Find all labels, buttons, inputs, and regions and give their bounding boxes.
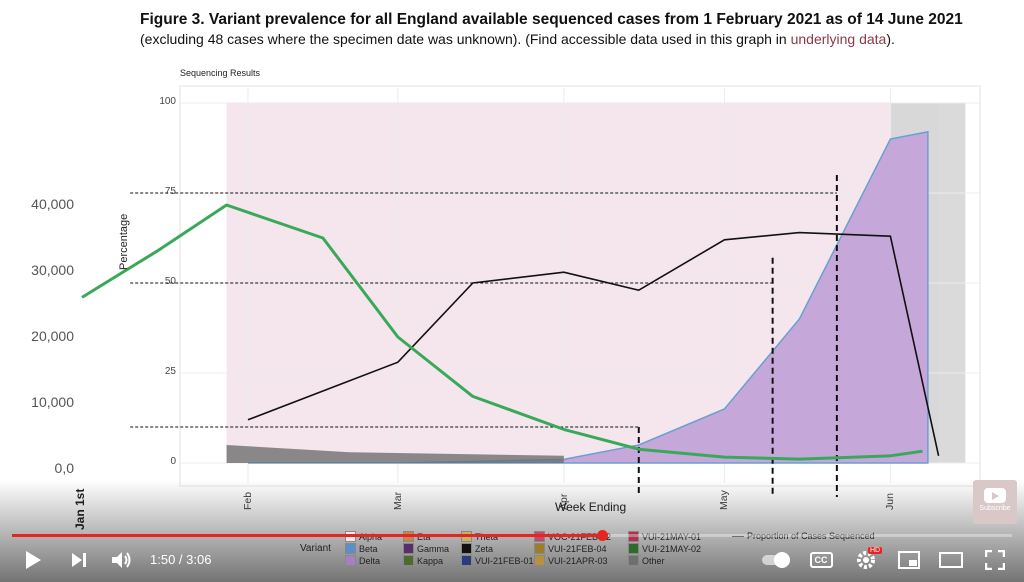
autoplay-knob <box>774 552 790 568</box>
duration: 3:06 <box>186 552 212 567</box>
time-separator: / <box>175 552 187 567</box>
subtitle-end: ). <box>886 31 895 47</box>
case-count-tick-label: 0,0 <box>54 460 74 476</box>
legend-swatch <box>461 555 472 566</box>
subscribe-watermark[interactable]: Subscribe <box>973 480 1017 524</box>
subtitle-text: (excluding 48 cases where the specimen d… <box>140 31 791 47</box>
legend-item-proportion: Proportion of Cases Sequenced <box>732 531 875 541</box>
miniplayer-button[interactable] <box>896 549 922 571</box>
legend-label: VUI-21FEB-04 <box>548 543 607 554</box>
play-button[interactable] <box>20 547 46 573</box>
fullscreen-icon <box>985 550 1005 570</box>
case-count-tick-label: 10,000 <box>31 394 74 410</box>
scrubber-handle[interactable] <box>597 530 608 541</box>
legend-swatch <box>461 543 472 554</box>
x-tick-label: May <box>718 490 731 510</box>
y-tick-label: 25 <box>164 366 176 377</box>
hd-badge: HD <box>868 547 883 554</box>
captions-button[interactable]: CC <box>808 550 834 570</box>
legend-label: Zeta <box>475 543 494 554</box>
y-axis-label: Percentage <box>118 213 130 270</box>
dashed-lines <box>130 175 838 497</box>
autoplay-toggle[interactable] <box>760 551 790 569</box>
legend-swatch <box>403 555 414 566</box>
legend-swatch <box>534 543 545 554</box>
legend-item: Zeta <box>461 543 493 554</box>
y-tick-label: 75 <box>164 186 176 197</box>
line-series <box>81 203 940 461</box>
x-axis-label: Week Ending <box>555 500 627 514</box>
legend-label: VUI-21FEB-01 <box>475 555 534 566</box>
progress-bar[interactable] <box>12 534 1012 537</box>
legend-label: VUI-21APR-03 <box>548 555 608 566</box>
captions-icon: CC <box>809 552 833 568</box>
legend-item: Kappa <box>403 555 443 566</box>
legend-item: Gamma <box>403 543 449 554</box>
legend-item: Delta <box>345 555 380 566</box>
gear-icon <box>857 551 875 569</box>
legend-swatch <box>534 555 545 566</box>
case-count-tick-label: 40,000 <box>31 196 74 212</box>
legend-label: Gamma <box>417 543 450 554</box>
youtube-logo-icon <box>984 488 1006 503</box>
case-count-tick-label: 20,000 <box>31 328 74 344</box>
time-display: 1:50 / 3:06 <box>150 552 211 567</box>
legend-label: Delta <box>359 555 381 566</box>
figure-subtitle: (excluding 48 cases where the specimen d… <box>140 30 1020 49</box>
y-tick-label: 0 <box>170 456 176 467</box>
y-tick-label: 100 <box>159 96 176 107</box>
proportion-sequenced-line <box>247 231 940 456</box>
legend-item: Other <box>628 555 665 566</box>
legend-swatch <box>628 531 639 542</box>
legend-label: Proportion of Cases Sequenced <box>747 531 875 541</box>
case-count-tick-label: 30,000 <box>31 262 74 278</box>
legend-title: Variant <box>300 543 331 554</box>
jan-tick-label: Jan 1st <box>73 488 87 530</box>
play-icon <box>26 551 41 569</box>
theater-mode-button[interactable] <box>938 549 964 571</box>
next-button[interactable] <box>66 547 92 573</box>
settings-button[interactable]: HD <box>852 547 883 573</box>
legend-item: VUI-21APR-03 <box>534 555 608 566</box>
chart-title: Sequencing Results <box>180 68 261 78</box>
autoplay-track <box>762 552 790 568</box>
miniplayer-icon <box>898 551 920 569</box>
legend-item: VUI-21MAY-01 <box>628 531 701 542</box>
volume-icon <box>112 552 131 568</box>
legend-item: Beta <box>345 543 378 554</box>
volume-button[interactable] <box>108 547 136 573</box>
legend-swatch <box>628 555 639 566</box>
legend-label: VUI-21MAY-02 <box>642 543 702 554</box>
x-tick-label: Mar <box>391 491 404 510</box>
area-series <box>226 130 929 464</box>
legend-label: Kappa <box>417 555 444 566</box>
legend-swatch <box>628 543 639 554</box>
legend-item: VUI-21FEB-04 <box>534 543 607 554</box>
x-tick-label: Feb <box>241 491 254 510</box>
legend-label: Beta <box>359 543 378 554</box>
legend-item: VUI-21FEB-01 <box>461 555 534 566</box>
next-icon <box>72 553 86 567</box>
x-tick-label: Jun <box>884 493 897 510</box>
legend-swatch <box>403 543 414 554</box>
legend-label: Other <box>642 555 665 566</box>
legend-label: VUI-21MAY-01 <box>642 531 702 542</box>
case-count-curve <box>81 203 923 461</box>
underlying-data-link[interactable]: underlying data <box>790 31 887 47</box>
figure-title: Figure 3. Variant prevalence for all Eng… <box>140 11 963 28</box>
legend-swatch <box>345 543 356 554</box>
legend-item: VUI-21MAY-02 <box>628 543 701 554</box>
fullscreen-button[interactable] <box>982 547 1008 573</box>
current-time: 1:50 <box>150 552 176 567</box>
subscribe-label: Subscribe <box>979 505 1011 512</box>
y-tick-label: 50 <box>164 276 176 287</box>
theater-icon <box>939 552 963 568</box>
legend-line-swatch <box>732 535 744 537</box>
legend-swatch <box>345 555 356 566</box>
progress-bar-fill <box>12 534 602 537</box>
other-variants-area <box>226 445 564 463</box>
figure-title-block: Figure 3. Variant prevalence for all Eng… <box>140 10 1020 49</box>
